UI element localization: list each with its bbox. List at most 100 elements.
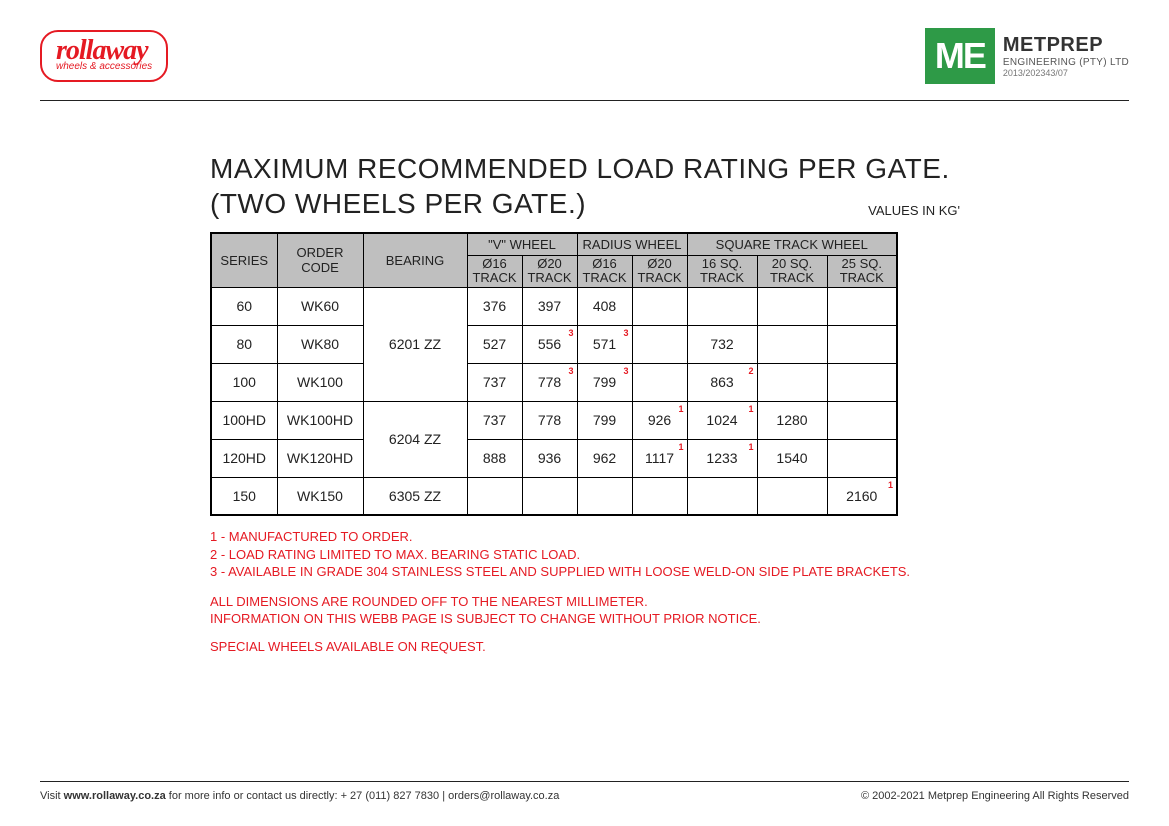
cell-s3	[827, 439, 897, 477]
footnote-ref: 1	[678, 404, 683, 414]
cell-series: 60	[211, 287, 277, 325]
table-row: 150 WK150 6305 ZZ 21601	[211, 477, 897, 515]
cell-v1: 527	[467, 325, 522, 363]
note-dimensions: ALL DIMENSIONS ARE ROUNDED OFF TO THE NE…	[210, 593, 1000, 611]
cell-r1: 5713	[577, 325, 632, 363]
table-row: 120HD WK120HD 888 936 962 11171 12331 15…	[211, 439, 897, 477]
footer-right: © 2002-2021 Metprep Engineering All Righ…	[861, 790, 1129, 802]
metprep-text: METPREP ENGINEERING (PTY) LTD 2013/20234…	[1003, 34, 1129, 78]
footnote-ref: 1	[678, 442, 683, 452]
metprep-line2: ENGINEERING (PTY) LTD	[1003, 57, 1129, 68]
table-row: 100 WK100 737 7783 7993 8632	[211, 363, 897, 401]
cell-series: 100HD	[211, 401, 277, 439]
footnotes: 1 - MANUFACTURED TO ORDER. 2 - LOAD RATI…	[210, 528, 1000, 655]
table-row: 60 WK60 6201 ZZ 376 397 408	[211, 287, 897, 325]
cell-r2: 9261	[632, 401, 687, 439]
metprep-line3: 2013/202343/07	[1003, 68, 1129, 78]
cell-v1	[467, 477, 522, 515]
cell-s1: 8632	[687, 363, 757, 401]
cell-r1: 962	[577, 439, 632, 477]
cell-s2	[757, 363, 827, 401]
metprep-name: METPREP	[1003, 34, 1129, 57]
th-v1: Ø16 TRACK	[467, 255, 522, 287]
cell-s1: 732	[687, 325, 757, 363]
cell-v1: 376	[467, 287, 522, 325]
th-v2: Ø20 TRACK	[522, 255, 577, 287]
th-order: ORDER CODE	[277, 233, 363, 287]
main-content: MAXIMUM RECOMMENDED LOAD RATING PER GATE…	[40, 101, 1000, 655]
cell-order: WK100HD	[277, 401, 363, 439]
title-line-1: MAXIMUM RECOMMENDED LOAD RATING PER GATE…	[210, 151, 1000, 186]
metprep-badge: ME	[925, 28, 995, 84]
cell-v2: 5563	[522, 325, 577, 363]
cell-r2	[632, 325, 687, 363]
footer-left: Visit www.rollaway.co.za for more info o…	[40, 790, 559, 802]
cell-r2	[632, 477, 687, 515]
note-disclaimer: INFORMATION ON THIS WEBB PAGE IS SUBJECT…	[210, 610, 1000, 628]
note-2: 2 - LOAD RATING LIMITED TO MAX. BEARING …	[210, 546, 1000, 564]
cell-s2	[757, 477, 827, 515]
footnote-ref: 3	[623, 328, 628, 338]
cell-s1: 10241	[687, 401, 757, 439]
cell-r1: 799	[577, 401, 632, 439]
load-rating-table: SERIES ORDER CODE BEARING "V" WHEEL RADI…	[210, 232, 898, 516]
cell-r1: 408	[577, 287, 632, 325]
page-footer: Visit www.rollaway.co.za for more info o…	[40, 781, 1129, 802]
cell-r2: 11171	[632, 439, 687, 477]
th-s3: 25 SQ. TRACK	[827, 255, 897, 287]
cell-r1: 7993	[577, 363, 632, 401]
cell-bearing: 6201 ZZ	[363, 287, 467, 401]
cell-v2: 7783	[522, 363, 577, 401]
cell-s3	[827, 287, 897, 325]
footnote-ref: 2	[748, 366, 753, 376]
footnote-ref: 1	[888, 480, 893, 490]
cell-series: 150	[211, 477, 277, 515]
th-s2: 20 SQ. TRACK	[757, 255, 827, 287]
rollaway-logo-tagline: wheels & accessories	[56, 61, 152, 72]
note-3: 3 - AVAILABLE IN GRADE 304 STAINLESS STE…	[210, 563, 1000, 581]
footnote-ref: 3	[623, 366, 628, 376]
table-row: 80 WK80 527 5563 5713 732	[211, 325, 897, 363]
footnote-ref: 1	[748, 404, 753, 414]
cell-r1	[577, 477, 632, 515]
cell-order: WK120HD	[277, 439, 363, 477]
cell-v2: 936	[522, 439, 577, 477]
th-s1: 16 SQ. TRACK	[687, 255, 757, 287]
metprep-logo: ME METPREP ENGINEERING (PTY) LTD 2013/20…	[925, 28, 1129, 84]
cell-v2	[522, 477, 577, 515]
th-bearing: BEARING	[363, 233, 467, 287]
footer-url: www.rollaway.co.za	[64, 790, 166, 802]
cell-v2: 778	[522, 401, 577, 439]
cell-r2	[632, 363, 687, 401]
cell-s3	[827, 325, 897, 363]
page-header: rollaway wheels & accessories ME METPREP…	[40, 28, 1129, 101]
footnote-ref: 3	[568, 366, 573, 376]
cell-bearing: 6305 ZZ	[363, 477, 467, 515]
rollaway-logo: rollaway wheels & accessories	[40, 30, 168, 82]
cell-s1	[687, 477, 757, 515]
cell-s3	[827, 401, 897, 439]
cell-s2: 1280	[757, 401, 827, 439]
cell-v1: 888	[467, 439, 522, 477]
note-1: 1 - MANUFACTURED TO ORDER.	[210, 528, 1000, 546]
cell-series: 80	[211, 325, 277, 363]
cell-series: 120HD	[211, 439, 277, 477]
cell-s3: 21601	[827, 477, 897, 515]
footnote-ref: 1	[748, 442, 753, 452]
th-v-wheel: "V" WHEEL	[467, 233, 577, 255]
cell-order: WK60	[277, 287, 363, 325]
cell-v2: 397	[522, 287, 577, 325]
cell-order: WK150	[277, 477, 363, 515]
cell-s3	[827, 363, 897, 401]
cell-s2	[757, 325, 827, 363]
cell-s2	[757, 287, 827, 325]
cell-s2: 1540	[757, 439, 827, 477]
th-series: SERIES	[211, 233, 277, 287]
cell-bearing: 6204 ZZ	[363, 401, 467, 477]
th-r2: Ø20 TRACK	[632, 255, 687, 287]
table-row: 100HD WK100HD 6204 ZZ 737 778 799 9261 1…	[211, 401, 897, 439]
note-special: SPECIAL WHEELS AVAILABLE ON REQUEST.	[210, 638, 1000, 656]
footnote-ref: 3	[568, 328, 573, 338]
cell-v1: 737	[467, 401, 522, 439]
rollaway-logo-text: rollaway	[56, 38, 152, 63]
